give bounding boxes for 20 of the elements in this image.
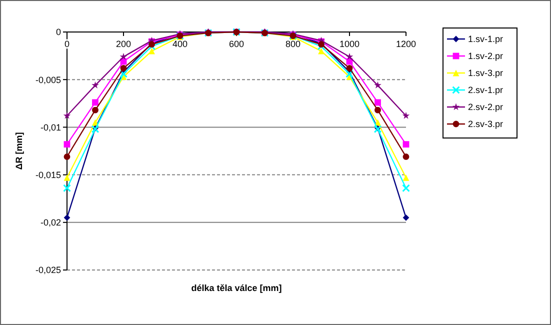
y-tick-label: -0,015: [35, 170, 61, 180]
x-axis-title: délka těla válce [mm]: [191, 283, 282, 293]
x-tick-label: 400: [172, 39, 188, 49]
x-tick-label: 200: [116, 39, 132, 49]
y-tick-label: 0: [56, 27, 61, 38]
y-tick-label: -0,005: [35, 74, 61, 85]
x-tick-label: 600: [228, 39, 244, 49]
legend-label: 2.sv-2.pr: [468, 102, 504, 112]
y-tick-label: -0,02: [40, 218, 61, 228]
legend-label: 1.sv-2.pr: [468, 51, 504, 62]
y-tick-label: -0,01: [40, 122, 61, 132]
legend-label: 2.sv-3.pr: [468, 119, 504, 130]
legend-label: 2.sv-1.pr: [468, 85, 504, 96]
y-axis-title: ΔR [mm]: [14, 132, 24, 170]
y-tick-label: -0,025: [35, 265, 61, 276]
legend-label: 1.sv-3.pr: [468, 68, 504, 78]
legend-label: 1.sv-1.pr: [468, 34, 504, 44]
x-tick-label: 1200: [396, 39, 416, 49]
x-tick-label: 800: [285, 39, 301, 49]
x-tick-label: 1000: [339, 39, 360, 49]
